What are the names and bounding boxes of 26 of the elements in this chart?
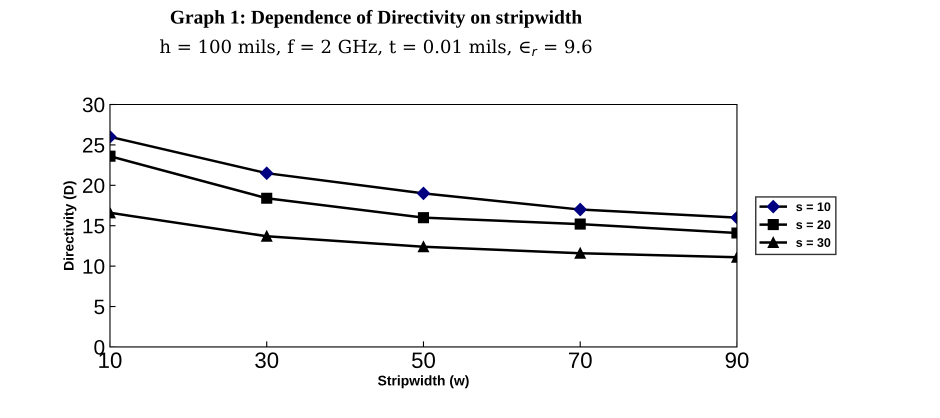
- chart-subtitle: h = 100 mils, f = 2 GHz, t = 0.01 mils, ∈$_{r}$ = 9.6: [160, 39, 592, 56]
- y-tick-label: 10: [84, 259, 104, 274]
- y-axis-title: Directivity (D): [63, 181, 76, 270]
- x-tick-label: 50: [412, 352, 435, 368]
- x-tick-label: 30: [255, 352, 278, 368]
- chart-title: Graph 1: Dependence of Directivity on stripwidth: [170, 10, 582, 28]
- point: [261, 230, 272, 242]
- legend-label: s = 10: [796, 202, 830, 212]
- point: [574, 248, 586, 259]
- x-axis-title: Stripwidth (w): [378, 375, 469, 388]
- y-tick-label: 30: [82, 98, 104, 112]
- y-tick-label: 20: [82, 178, 104, 194]
- y-tick-label: 15: [84, 218, 104, 234]
- point: [574, 202, 587, 216]
- y-tick-label: 5: [94, 300, 104, 314]
- point: [418, 212, 430, 224]
- x-tick-label: 90: [726, 352, 748, 368]
- point: [418, 241, 430, 252]
- point: [574, 218, 586, 230]
- legend-label: s = 20: [796, 220, 830, 230]
- legend-label: s = 30: [796, 238, 830, 247]
- point: [260, 166, 274, 180]
- x-tick-label: 70: [568, 352, 592, 368]
- point: [261, 192, 272, 204]
- y-tick-label: 25: [82, 138, 104, 153]
- point: [416, 186, 430, 200]
